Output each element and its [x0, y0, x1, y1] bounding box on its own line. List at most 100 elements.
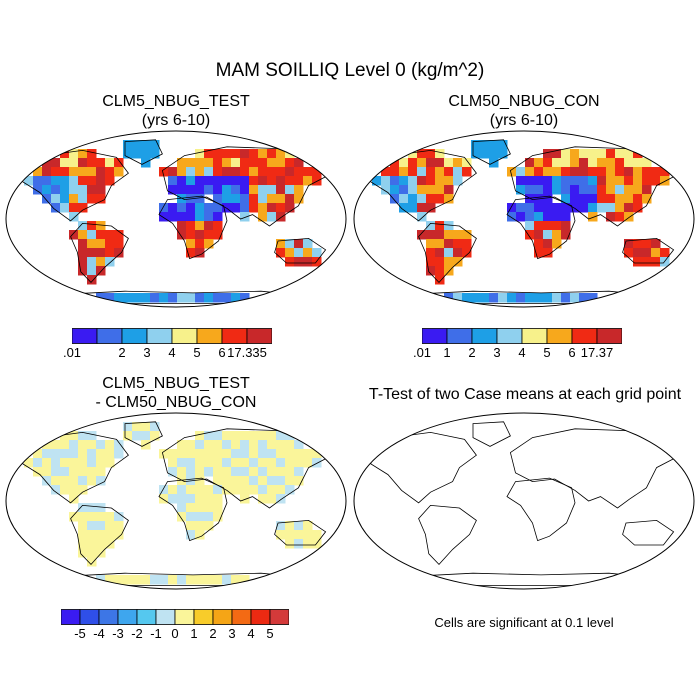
grid-cell [285, 476, 295, 486]
grid-cell [507, 167, 517, 177]
map-border-3 [5, 412, 347, 590]
grid-cell [168, 293, 178, 303]
grid-cell [285, 176, 295, 186]
grid-cell [534, 212, 544, 222]
grid-cell [552, 167, 562, 177]
grid-cell [78, 248, 88, 258]
grid-cell [177, 185, 187, 195]
grid-cell [588, 158, 598, 168]
grid-cell [258, 449, 268, 459]
map-border-4 [353, 412, 695, 590]
grid-cell [78, 257, 88, 267]
coastline-southAmerica [70, 222, 129, 283]
grid-cell [96, 440, 106, 450]
coastline-southAmerica [418, 222, 477, 283]
colorbar-swatch [231, 609, 252, 625]
grid-cell [69, 458, 79, 468]
colorbar-swatch [269, 609, 289, 625]
grid-cell [96, 248, 106, 258]
grid-cell [105, 521, 115, 531]
colorbar-tick-label: 6 [218, 345, 226, 360]
grid-cell [141, 431, 151, 441]
colorbar-swatch [496, 328, 523, 344]
colorbar-3-labels: -5 -4 -3 -2 -1 0 1 2 3 4 5 [0, 626, 700, 646]
grid-cell [249, 476, 259, 486]
grid-cell [642, 185, 652, 195]
grid-cell [615, 158, 625, 168]
grid-cell [276, 203, 286, 213]
grid-cell [312, 176, 322, 186]
colorbar-swatch [196, 328, 223, 344]
grid-cell [96, 221, 106, 231]
grid-cell [105, 458, 115, 468]
grid-cell [51, 176, 61, 186]
grid-cell [222, 476, 232, 486]
grid-cell [381, 176, 391, 186]
grid-cell [78, 485, 88, 495]
grid-cell [105, 230, 115, 240]
grid-cell [285, 467, 295, 477]
grid-cell [543, 158, 553, 168]
grid-cell [42, 194, 52, 204]
grid-cell [87, 530, 97, 540]
grid-cell [42, 167, 52, 177]
grid-cell [426, 185, 436, 195]
colorbar-swatch [117, 609, 138, 625]
grid-cell [453, 239, 463, 249]
grid-cell [276, 158, 286, 168]
grid-cell [276, 440, 286, 450]
colorbar-swatch [193, 609, 214, 625]
grid-cell [633, 203, 643, 213]
colorbar-swatch [171, 328, 198, 344]
grid-cell [42, 440, 52, 450]
grid-cell [312, 458, 322, 468]
grid-cell [87, 185, 97, 195]
grid-cell [642, 248, 652, 258]
grid-cell [294, 530, 304, 540]
grid-cell [453, 248, 463, 258]
grid-cell [435, 275, 445, 285]
colorbar-tick-label: 17.37 [580, 345, 614, 360]
grid-cell [231, 575, 241, 585]
grid-cell [87, 503, 97, 513]
grid-cell [69, 485, 79, 495]
grid-cell [642, 257, 652, 267]
grid-cell [408, 194, 418, 204]
grid-cell [417, 158, 427, 168]
grid-cell [606, 185, 616, 195]
grid-cell [624, 167, 634, 177]
grid-cell [114, 239, 124, 249]
grid-cell [633, 158, 643, 168]
grid-cell [114, 167, 124, 177]
grid-cell [87, 158, 97, 168]
grid-cell [249, 467, 259, 477]
grid-cell [294, 167, 304, 177]
grid-cell [195, 440, 205, 450]
grid-cell [87, 539, 97, 549]
grid-cell [579, 203, 589, 213]
grid-cell [204, 221, 214, 231]
grid-cell [96, 266, 106, 276]
grid-cell [69, 149, 79, 159]
grid-cell [276, 494, 286, 504]
grid-cell [96, 230, 106, 240]
grid-cell [633, 248, 643, 258]
grid-cell [249, 458, 259, 468]
grid-cell [525, 158, 535, 168]
grid-cell [231, 185, 241, 195]
grid-cell [78, 230, 88, 240]
grid-cell [597, 203, 607, 213]
grid-cell [222, 158, 232, 168]
grid-cell [498, 140, 508, 150]
grid-cell [213, 230, 223, 240]
grid-cell [204, 212, 214, 222]
grid-cell [186, 485, 196, 495]
grid-cell [78, 503, 88, 513]
grid-cell [597, 176, 607, 186]
grid-cell [168, 485, 178, 495]
colorbar-tick-label: -3 [112, 626, 124, 641]
grid-cell [51, 476, 61, 486]
grid-cell [213, 194, 223, 204]
grid-cell [453, 167, 463, 177]
grid-cell [606, 158, 616, 168]
